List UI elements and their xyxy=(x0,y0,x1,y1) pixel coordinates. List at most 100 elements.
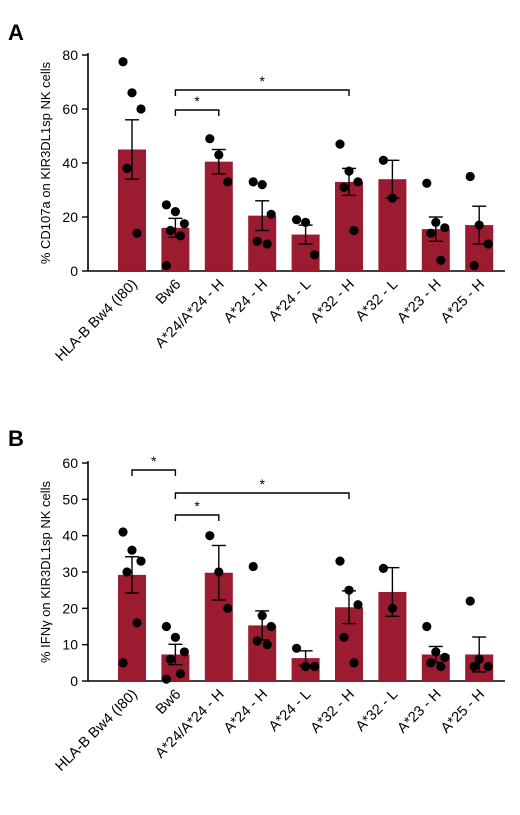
data-point xyxy=(483,239,493,249)
x-tick-label: A*24 - H xyxy=(221,687,271,737)
data-point xyxy=(262,239,272,249)
significance-star: * xyxy=(194,498,200,514)
data-point xyxy=(426,658,436,668)
y-axis-title: % IFNγ on KIR3DL1sp NK cells xyxy=(38,480,53,663)
x-tick-label: A*32 - H xyxy=(308,277,358,327)
data-point xyxy=(257,611,267,621)
x-tick-label: HLA-B Bw4 (I80) xyxy=(53,687,141,775)
y-tick-label: 20 xyxy=(62,209,78,225)
data-point xyxy=(132,618,142,628)
x-tick-label: A*23 - H xyxy=(395,277,445,327)
significance-bracket xyxy=(131,469,177,476)
chart-panel-b: B % IFNγ on KIR3DL1sp NK cells 0 10 20 30 40 50… xyxy=(8,426,505,775)
significance-star: * xyxy=(259,476,265,492)
y-tick-label: 60 xyxy=(62,101,78,117)
panel-letter: B xyxy=(8,426,24,451)
significance-star: * xyxy=(259,73,265,89)
significance-star: * xyxy=(151,453,157,469)
data-point xyxy=(301,661,311,672)
data-point xyxy=(353,177,363,187)
data-point xyxy=(248,561,258,572)
data-point xyxy=(136,556,146,566)
x-tick-label: A*25 - H xyxy=(438,687,488,737)
data-point xyxy=(465,596,475,606)
data-point xyxy=(436,255,446,265)
data-point xyxy=(248,177,258,187)
y-tick-label: 60 xyxy=(62,455,78,471)
x-tick-label: A*32 - L xyxy=(353,687,401,735)
data-point xyxy=(469,261,479,271)
data-point xyxy=(118,658,128,668)
x-tick-label: A*24 - L xyxy=(266,687,314,735)
data-point xyxy=(257,180,267,190)
data-point xyxy=(205,134,215,144)
y-tick-label: 40 xyxy=(62,528,78,544)
y-tick-label: 50 xyxy=(62,491,78,507)
significance-bracket xyxy=(174,89,350,96)
y-tick-label: 10 xyxy=(62,637,78,653)
data-point xyxy=(474,220,484,230)
data-point xyxy=(127,545,137,555)
significance-star: * xyxy=(194,93,200,109)
data-point xyxy=(431,217,441,227)
significance-bracket xyxy=(174,492,350,499)
significance-bracket xyxy=(174,109,220,116)
data-point xyxy=(165,654,175,664)
data-point xyxy=(136,104,146,114)
y-tick-label: 80 xyxy=(62,47,78,63)
data-point xyxy=(252,636,262,646)
data-point xyxy=(349,225,359,236)
x-tick-label: Bw6 xyxy=(153,277,184,308)
data-point xyxy=(469,661,479,672)
data-point xyxy=(266,209,276,219)
data-point xyxy=(431,647,441,657)
data-point xyxy=(205,531,215,541)
data-point xyxy=(127,88,137,98)
data-point xyxy=(440,652,450,662)
data-point xyxy=(118,527,128,537)
data-point xyxy=(387,193,397,203)
data-point xyxy=(422,621,432,632)
x-tick-label: A*32 - H xyxy=(308,687,358,737)
data-point xyxy=(483,661,493,672)
data-point xyxy=(118,57,128,67)
significance-bracket xyxy=(174,514,220,521)
data-point xyxy=(122,163,132,173)
data-point xyxy=(339,182,349,192)
x-tick-label: A*25 - H xyxy=(438,277,488,327)
data-point xyxy=(223,603,233,613)
data-point xyxy=(214,567,224,577)
data-point xyxy=(353,600,363,610)
data-point xyxy=(170,632,180,643)
y-tick-label: 0 xyxy=(70,263,78,279)
data-point xyxy=(179,647,189,657)
data-point xyxy=(344,166,354,176)
data-point xyxy=(310,661,320,672)
data-point xyxy=(339,632,349,643)
data-point xyxy=(335,556,345,566)
data-point xyxy=(175,669,185,679)
data-point xyxy=(378,563,388,573)
y-axis-title: % CD107a on KIR3DL1sp NK cells xyxy=(38,61,53,264)
panel-letter: A xyxy=(8,20,24,45)
x-tick-label: A*23 - H xyxy=(395,687,445,737)
data-point xyxy=(422,178,432,188)
y-tick-label: 40 xyxy=(62,155,78,171)
data-point xyxy=(132,228,142,238)
chart-panel-a: A % CD107a on KIR3DL1sp NK cells 0 20 40 60 80… xyxy=(8,20,505,365)
data-point xyxy=(161,200,171,210)
data-point xyxy=(165,225,175,236)
data-point xyxy=(223,177,233,187)
data-point xyxy=(262,640,272,650)
data-point xyxy=(179,219,189,229)
data-point xyxy=(252,236,262,246)
x-tick-label: A*24 - H xyxy=(221,277,271,327)
y-tick-label: 0 xyxy=(70,673,78,689)
data-point xyxy=(378,155,388,165)
data-point xyxy=(301,217,311,227)
data-point xyxy=(161,674,171,684)
data-point xyxy=(161,621,171,632)
data-point xyxy=(387,603,397,613)
